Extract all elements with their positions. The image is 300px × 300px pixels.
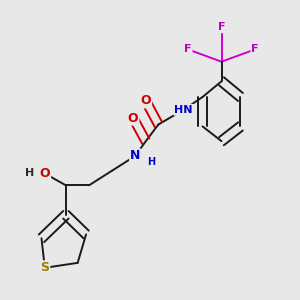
Text: H: H — [26, 168, 35, 178]
Text: N: N — [130, 149, 140, 162]
Text: F: F — [218, 22, 225, 32]
Text: F: F — [184, 44, 192, 54]
Text: HN: HN — [174, 105, 193, 115]
Text: H: H — [147, 157, 155, 167]
Text: O: O — [128, 112, 139, 124]
Text: F: F — [251, 44, 259, 54]
Text: O: O — [40, 167, 50, 180]
Text: S: S — [40, 261, 49, 274]
Text: O: O — [140, 94, 151, 107]
